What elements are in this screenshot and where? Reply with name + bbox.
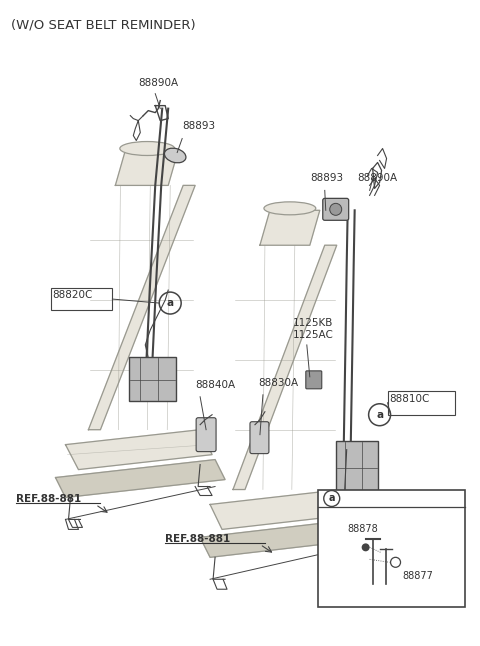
Polygon shape [200,519,365,557]
Text: 88820C: 88820C [52,290,93,300]
Polygon shape [65,430,212,470]
Polygon shape [115,151,178,185]
Polygon shape [233,245,336,490]
Polygon shape [56,459,225,497]
Bar [50,288,112,310]
Circle shape [361,543,370,551]
FancyBboxPatch shape [306,371,322,389]
Text: 88878: 88878 [348,525,378,534]
Ellipse shape [264,202,316,215]
Polygon shape [260,211,320,245]
FancyBboxPatch shape [196,418,216,452]
Text: 1125AC: 1125AC [293,330,334,340]
Text: 88890A: 88890A [138,78,179,88]
FancyBboxPatch shape [323,198,348,220]
FancyBboxPatch shape [336,441,378,490]
Text: 88893: 88893 [182,121,216,130]
Polygon shape [210,490,353,530]
FancyBboxPatch shape [250,422,269,453]
Text: 88893: 88893 [310,173,343,183]
FancyBboxPatch shape [129,357,176,401]
Text: (W/O SEAT BELT REMINDER): (W/O SEAT BELT REMINDER) [11,19,195,32]
Text: a: a [167,298,174,308]
Text: 88810C: 88810C [390,394,430,404]
Text: a: a [376,410,383,420]
Text: 88840A: 88840A [195,380,235,390]
Bar [387,391,456,415]
Text: 88890A: 88890A [358,173,398,183]
Ellipse shape [120,141,175,156]
Ellipse shape [165,148,186,163]
Text: REF.88-881: REF.88-881 [165,534,230,545]
Circle shape [330,203,342,215]
Bar [318,490,465,607]
Polygon shape [88,185,195,430]
Text: 1125KB: 1125KB [293,318,333,328]
Text: 88830A: 88830A [258,378,298,388]
Text: a: a [328,494,335,503]
Text: REF.88-881: REF.88-881 [16,494,81,505]
Text: 88877: 88877 [403,571,433,581]
